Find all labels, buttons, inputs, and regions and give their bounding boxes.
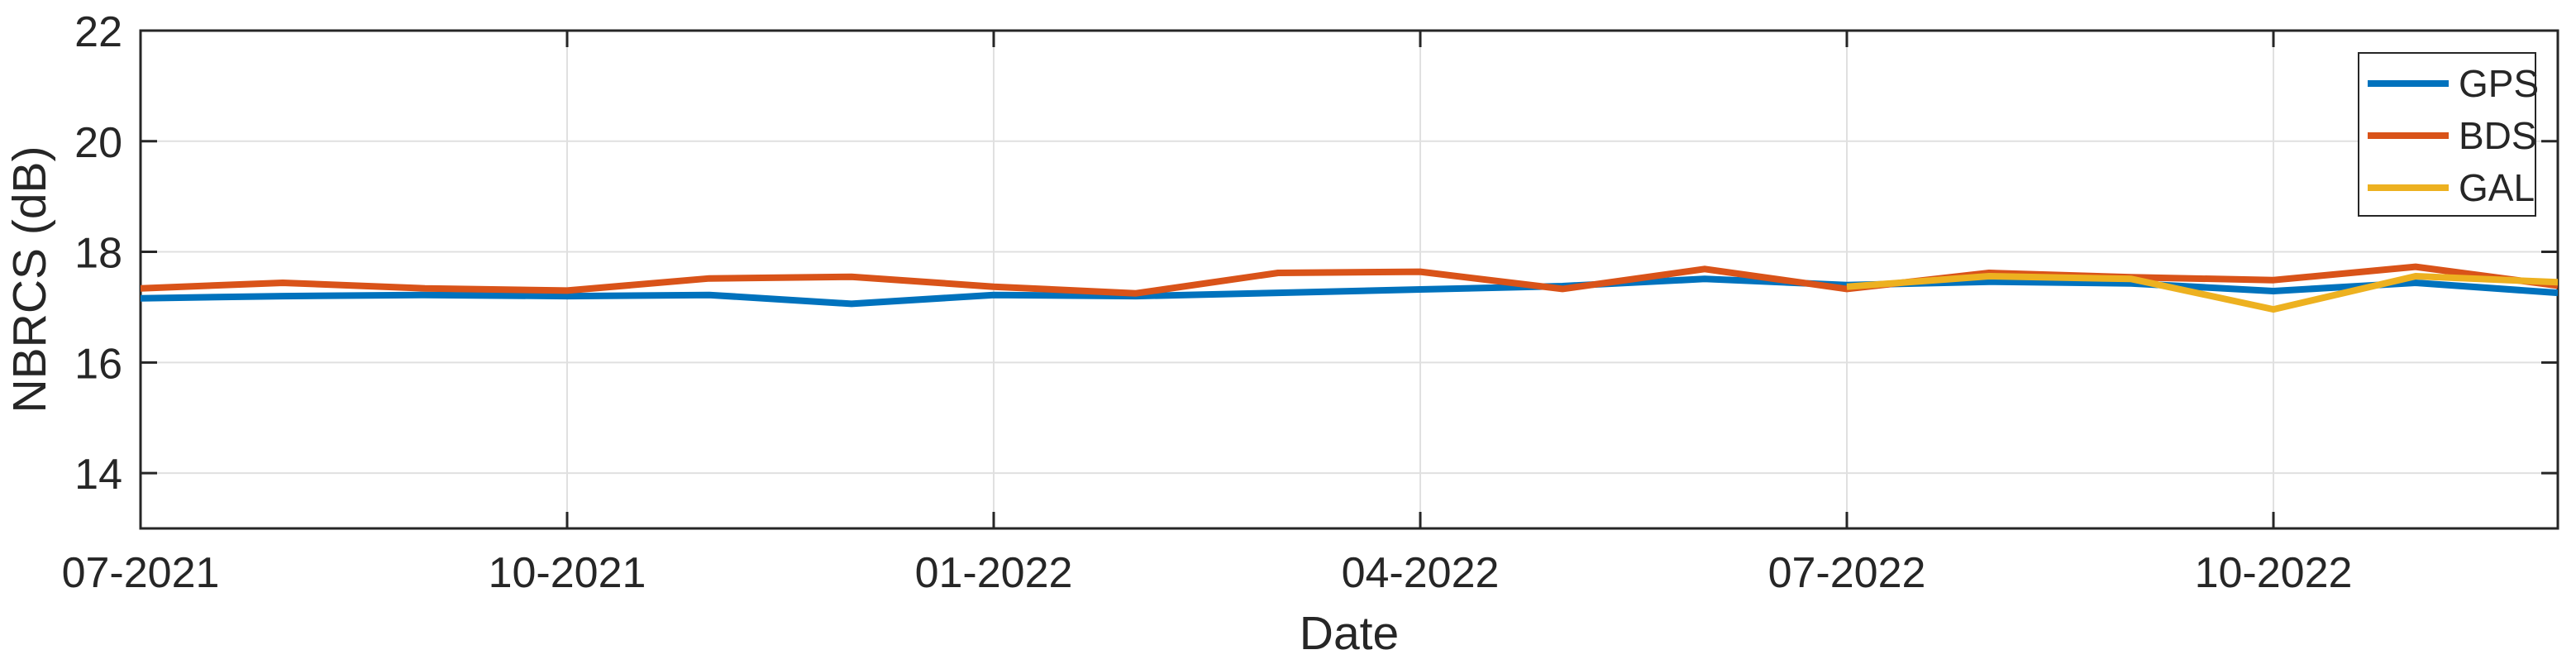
x-tick-label: 01-2022	[915, 549, 1073, 597]
x-tick-label: 10-2021	[489, 549, 646, 597]
legend-swatch-gps	[2368, 79, 2449, 87]
legend-swatch-gal	[2368, 184, 2449, 191]
x-tick-label: 07-2021	[62, 549, 220, 597]
y-tick-label: 14	[74, 451, 122, 499]
legend: GPS BDS GAL	[2358, 52, 2539, 217]
y-tick-label: 20	[74, 119, 122, 167]
legend-label: BDS	[2459, 113, 2537, 157]
legend-label: GAL	[2459, 165, 2535, 209]
legend-entry-gal: GAL	[2359, 161, 2535, 213]
legend-entry-gps: GPS	[2359, 57, 2539, 109]
series-line-gal	[1846, 273, 2558, 313]
x-tick-label: 10-2022	[2195, 549, 2353, 597]
x-axis-label: Date	[1299, 607, 1400, 660]
legend-entry-bds: BDS	[2359, 109, 2537, 161]
y-tick-label: 22	[74, 8, 122, 56]
legend-swatch-bds	[2368, 131, 2449, 139]
x-tick-label: 04-2022	[1342, 549, 1500, 597]
series-line-bds	[141, 263, 2558, 297]
y-tick-label: 18	[74, 230, 122, 278]
y-axis-label: NBRCS (dB)	[3, 146, 56, 413]
legend-label: GPS	[2459, 61, 2540, 105]
y-tick-label: 16	[74, 340, 122, 388]
x-tick-label: 07-2022	[1768, 549, 1926, 597]
